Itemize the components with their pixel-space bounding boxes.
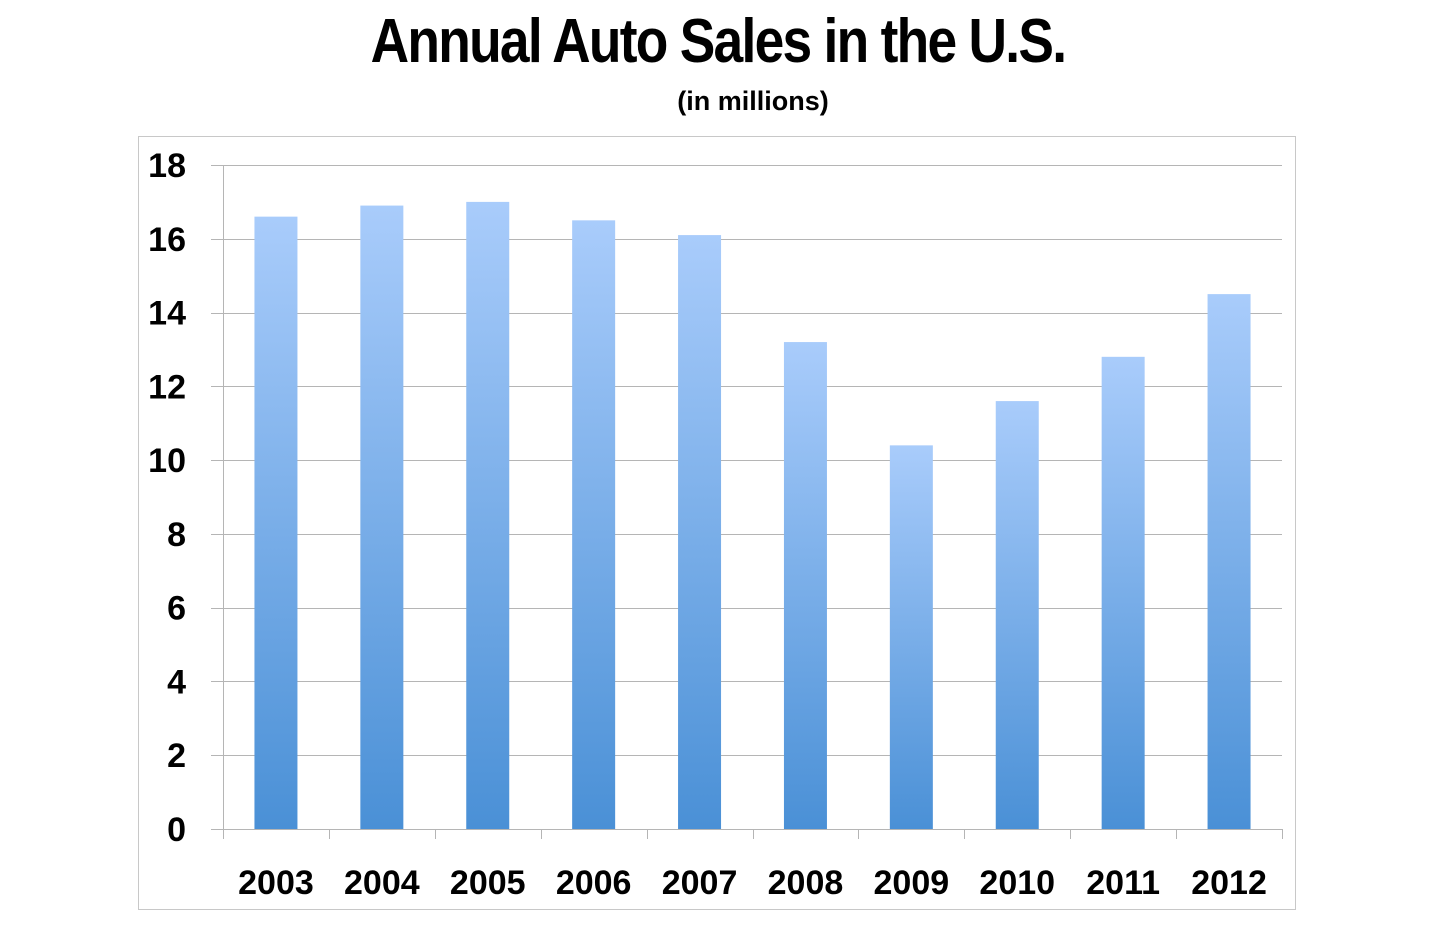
chart-frame: [138, 136, 1296, 910]
x-tick-label: 2004: [344, 864, 420, 902]
x-tick-labels: 2003 2004 2005 2006 2007 2008 2009 2010 2011 2012: [238, 864, 1267, 902]
bar-2012: [1207, 294, 1251, 830]
x-tick-label: 2010: [979, 864, 1055, 902]
y-tick-label: 14: [148, 295, 186, 333]
y-tick-label: 10: [148, 442, 186, 480]
y-tick-label: 2: [167, 737, 186, 775]
bar-2006: [572, 220, 616, 830]
axes: [211, 165, 1283, 839]
y-tick-label: 6: [167, 590, 186, 628]
x-tick-label: 2007: [662, 864, 738, 902]
chart-title: Annual Auto Sales in the U.S.: [370, 7, 1067, 76]
y-tick-label: 18: [148, 147, 186, 185]
x-tick-label: 2003: [238, 864, 314, 902]
bar-2005: [466, 201, 510, 829]
chart-subtitle: (in millions): [677, 86, 829, 116]
y-tick-label: 12: [148, 368, 186, 406]
x-tick-label: 2008: [768, 864, 844, 902]
bar-2008: [783, 342, 827, 829]
y-tick-label: 0: [167, 811, 186, 849]
bar-2007: [678, 235, 722, 830]
bar-2009: [889, 445, 933, 829]
bar-2010: [995, 401, 1039, 829]
bar-2003: [254, 216, 298, 830]
x-tick-label: 2012: [1191, 864, 1267, 902]
x-tick-label: 2006: [556, 864, 632, 902]
x-tick-label: 2005: [450, 864, 526, 902]
bars: [254, 201, 1251, 830]
y-tick-label: 16: [148, 221, 186, 259]
x-tick-label: 2009: [874, 864, 950, 902]
y-tick-label: 4: [167, 663, 186, 701]
bar-2004: [360, 205, 404, 830]
y-tick-label: 8: [167, 516, 186, 554]
bar-2011: [1101, 356, 1145, 829]
x-tick-label: 2011: [1086, 864, 1160, 902]
y-tick-labels: 0 2 4 6 8 10 12 14 16 18: [148, 147, 186, 849]
